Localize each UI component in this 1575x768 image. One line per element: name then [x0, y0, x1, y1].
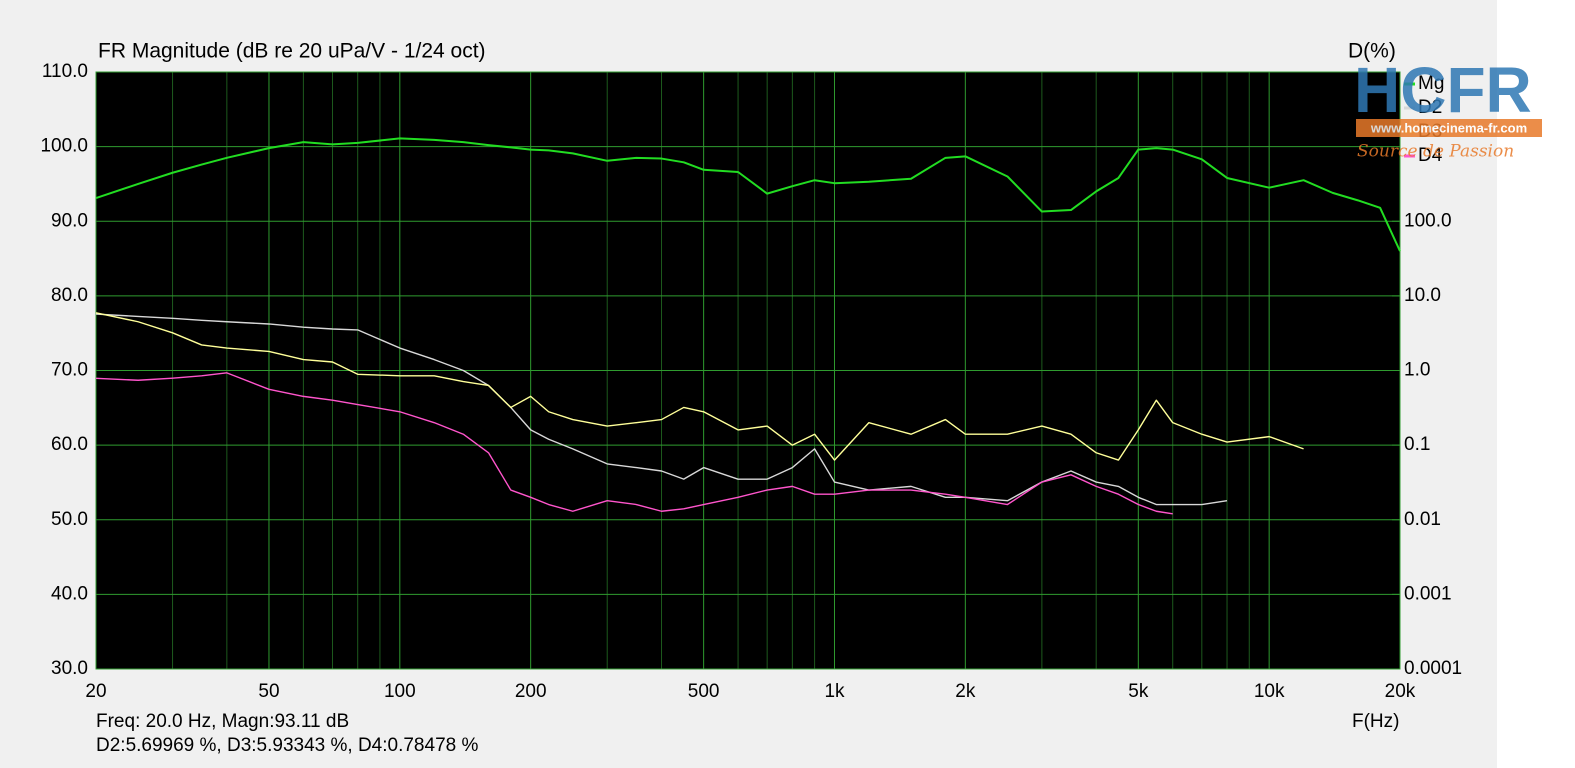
chart-title: FR Magnitude (dB re 20 uPa/V - 1/24 oct): [98, 40, 486, 63]
y-tick-label: 90.0: [51, 210, 88, 231]
y-tick-label: 70.0: [51, 360, 88, 381]
cursor-readout: D2:5.69969 %, D3:5.93343 %, D4:0.78478 %: [96, 735, 478, 756]
data-line: [95, 313, 1228, 506]
data-line: [95, 312, 1304, 461]
x-tick-label: 200: [515, 681, 547, 702]
x-tick-label: 2k: [955, 681, 976, 702]
logo: HCFR: [1354, 54, 1532, 126]
y-tick-label: 100.0: [40, 136, 88, 157]
legend-label: D4: [1418, 145, 1443, 166]
cursor-readout: Freq: 20.0 Hz, Magn:93.11 dB: [96, 711, 349, 732]
x-tick-label: 100: [384, 681, 416, 702]
logo-url: www.homecinema-fr.com: [1370, 120, 1527, 135]
y-tick-label: 50.0: [51, 509, 88, 530]
y2-tick-label: 100.0: [1404, 210, 1452, 231]
data-line: [95, 372, 1173, 515]
y-tick-label: 80.0: [51, 285, 88, 306]
x-tick-label: 20: [85, 681, 106, 702]
y-tick-label: 30.0: [51, 658, 88, 679]
x-axis-label: F(Hz): [1352, 711, 1399, 732]
x-tick-label: 500: [688, 681, 720, 702]
y-tick-label: 40.0: [51, 583, 88, 604]
y-tick-label: 110.0: [42, 61, 88, 82]
y2-tick-label: 0.001: [1404, 583, 1452, 604]
logo-slogan: Source de Passion: [1357, 142, 1514, 162]
legend-label: D2: [1418, 97, 1442, 118]
y-tick-label: 60.0: [51, 434, 88, 455]
y2-tick-label: 0.1: [1404, 434, 1430, 455]
x-tick-label: 20k: [1385, 681, 1416, 702]
logo-band: [1356, 119, 1542, 137]
y2-axis-label: D(%): [1348, 40, 1396, 63]
y2-tick-label: 0.01: [1404, 509, 1441, 530]
y2-tick-label: 10.0: [1404, 285, 1441, 306]
x-tick-label: 10k: [1254, 681, 1285, 702]
watermark: HCFR www.homecinema-fr.com Source de Pas…: [1354, 54, 1542, 162]
y2-tick-label: 0.0001: [1404, 658, 1462, 679]
data-line: [95, 137, 1401, 252]
x-tick-label: 5k: [1128, 681, 1149, 702]
legend-label: Mg: [1418, 73, 1444, 94]
x-tick-label: 1k: [824, 681, 845, 702]
plot-layer: 20 50 100 200 500 1k 2k 5k 10k 20k 30.0 40.0 50.0 60.…: [40, 61, 1462, 702]
y2-tick-label: 1.0: [1404, 360, 1430, 381]
x-tick-label: 50: [258, 681, 279, 702]
